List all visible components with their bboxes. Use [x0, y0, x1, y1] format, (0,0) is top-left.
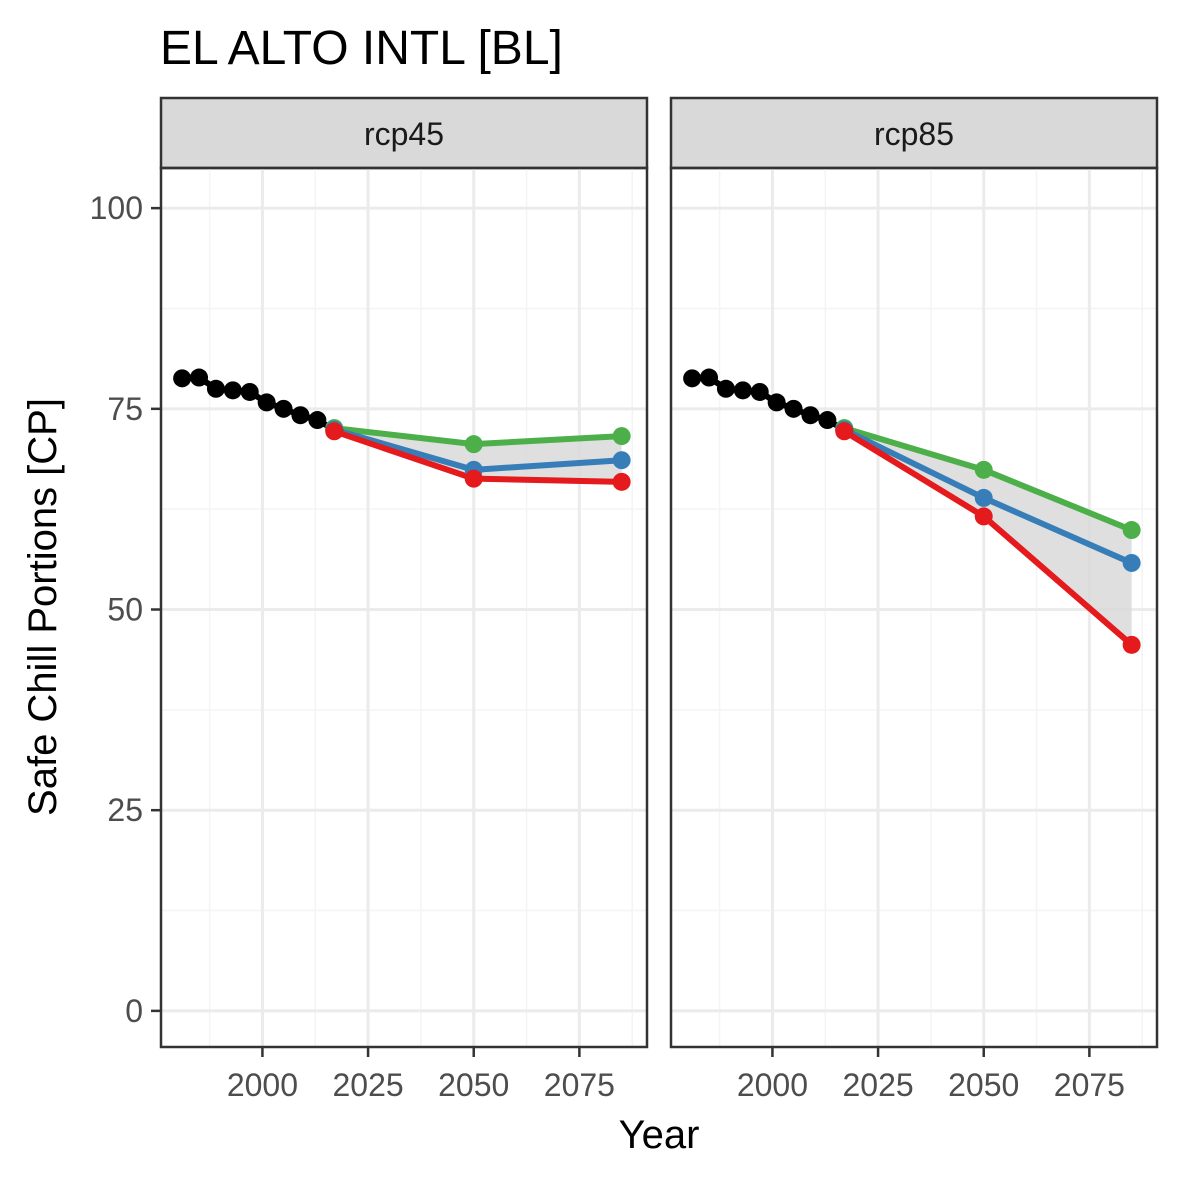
x-tick-label: 2025 [332, 1067, 403, 1103]
panel-border [159, 166, 649, 1049]
historic-point [767, 393, 786, 412]
historic-point [274, 399, 293, 418]
scenario-point-red [974, 507, 993, 526]
scenario-point-blue [612, 451, 631, 470]
x-tick-label: 2025 [842, 1067, 913, 1103]
y-axis: 0 25 50 75 100 [90, 190, 161, 1029]
strip-background [669, 96, 1159, 170]
historic-point [801, 406, 820, 425]
historic-point [308, 411, 327, 430]
historic-point [818, 411, 837, 430]
scenario-point-green [1122, 521, 1141, 540]
scenario-point-green [974, 460, 993, 479]
scenario-point-blue [1122, 553, 1141, 572]
y-tick-label: 25 [107, 792, 143, 828]
scenario-point-red [1122, 635, 1141, 654]
scenario-point-blue [974, 488, 993, 507]
panel-points-layer [173, 368, 631, 491]
scenario-point-green [464, 435, 483, 454]
historic-point [190, 368, 209, 387]
historic-point [733, 381, 752, 400]
historic-point [240, 382, 259, 401]
historic-point [750, 382, 769, 401]
x-tick-label: 2075 [1054, 1067, 1125, 1103]
scenario-point-red [464, 469, 483, 488]
historic-point [257, 393, 276, 412]
strip-label: rcp45 [364, 116, 444, 152]
chart-title: EL ALTO INTL [BL] [160, 22, 563, 75]
historic-point [716, 379, 735, 398]
panel-rcp85: rcp85 [669, 96, 1159, 1049]
historic-point [223, 381, 242, 400]
historic-point [683, 369, 702, 388]
y-tick-label: 75 [107, 391, 143, 427]
scenario-point-red [612, 472, 631, 491]
historic-point [206, 379, 225, 398]
historic-point [784, 399, 803, 418]
y-tick-label: 50 [107, 592, 143, 628]
strip-background [159, 96, 649, 170]
x-axis-rcp45: 2000 2025 2050 2075 [227, 1047, 615, 1103]
x-tick-label: 2075 [544, 1067, 615, 1103]
x-tick-label: 2000 [227, 1067, 298, 1103]
x-tick-label: 2000 [737, 1067, 808, 1103]
panel-points-layer [683, 368, 1141, 654]
x-tick-label: 2050 [438, 1067, 509, 1103]
y-tick-label: 0 [125, 993, 143, 1029]
historic-point [173, 369, 192, 388]
x-axis-rcp85: 2000 2025 2050 2075 [737, 1047, 1125, 1103]
historic-point [291, 406, 310, 425]
strip-label: rcp85 [874, 116, 954, 152]
x-tick-label: 2050 [948, 1067, 1019, 1103]
y-axis-title: Safe Chill Portions [CP] [21, 398, 65, 816]
scenario-point-red [835, 422, 854, 441]
y-tick-label: 100 [90, 190, 143, 226]
panel-grid [161, 168, 647, 1047]
scenario-point-green [612, 427, 631, 446]
historic-point [700, 368, 719, 387]
x-axis-title: Year [619, 1113, 700, 1157]
panel-border [669, 166, 1159, 1049]
panel-rcp45: rcp45 [159, 96, 649, 1049]
scenario-point-red [325, 422, 344, 441]
